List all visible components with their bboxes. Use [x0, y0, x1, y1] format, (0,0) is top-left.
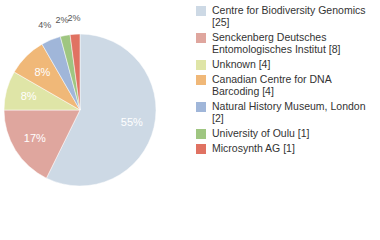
- legend-line: Canadian Centre for DNA: [212, 73, 332, 85]
- legend-line: University of Oulu [1]: [212, 127, 310, 139]
- legend-label: Natural History Museum, London[2]: [212, 100, 366, 124]
- legend-line: Entomologisches Institut [8]: [212, 43, 340, 55]
- pie-slice: [60, 35, 80, 110]
- chart: 55%17%8%8%4%2%2%Centre for Biodiversity …: [0, 0, 380, 240]
- data-label: 4%: [38, 20, 51, 30]
- legend-line: [25]: [212, 16, 230, 28]
- pie: [4, 34, 156, 186]
- legend-line: Unknown [4]: [212, 58, 270, 70]
- data-labels: 55%17%8%8%4%2%2%: [21, 13, 143, 144]
- legend-line: Barcoding [4]: [212, 85, 274, 97]
- legend-label: University of Oulu [1]: [212, 127, 310, 139]
- data-label: 17%: [24, 132, 46, 144]
- legend-label: Centre for Biodiversity Genomics[25]: [212, 4, 365, 28]
- legend-label: Senckenberg DeutschesEntomologisches Ins…: [212, 31, 340, 55]
- legend-line: Microsynth AG [1]: [212, 142, 295, 154]
- data-label: 2%: [67, 13, 80, 23]
- legend-swatch: [196, 6, 206, 16]
- legend-swatch: [196, 102, 206, 112]
- pie-slice: [4, 110, 80, 178]
- legend-swatch: [196, 33, 206, 43]
- legend: Centre for Biodiversity Genomics[25] Senc…: [196, 4, 366, 154]
- legend-line: [2]: [212, 112, 224, 124]
- legend-swatch: [196, 75, 206, 85]
- legend-label: Microsynth AG [1]: [212, 142, 295, 154]
- legend-swatch: [196, 129, 206, 139]
- data-label: 55%: [121, 116, 143, 128]
- pie-slice: [70, 34, 80, 110]
- data-label: 8%: [21, 90, 37, 102]
- legend-swatch: [196, 144, 206, 154]
- legend-line: Senckenberg Deutsches: [212, 31, 326, 43]
- legend-label: Canadian Centre for DNABarcoding [4]: [212, 73, 332, 97]
- legend-label: Unknown [4]: [212, 58, 270, 70]
- legend-swatch: [196, 60, 206, 70]
- data-label: 8%: [34, 66, 50, 78]
- legend-line: Natural History Museum, London: [212, 100, 366, 112]
- legend-line: Centre for Biodiversity Genomics: [212, 4, 365, 16]
